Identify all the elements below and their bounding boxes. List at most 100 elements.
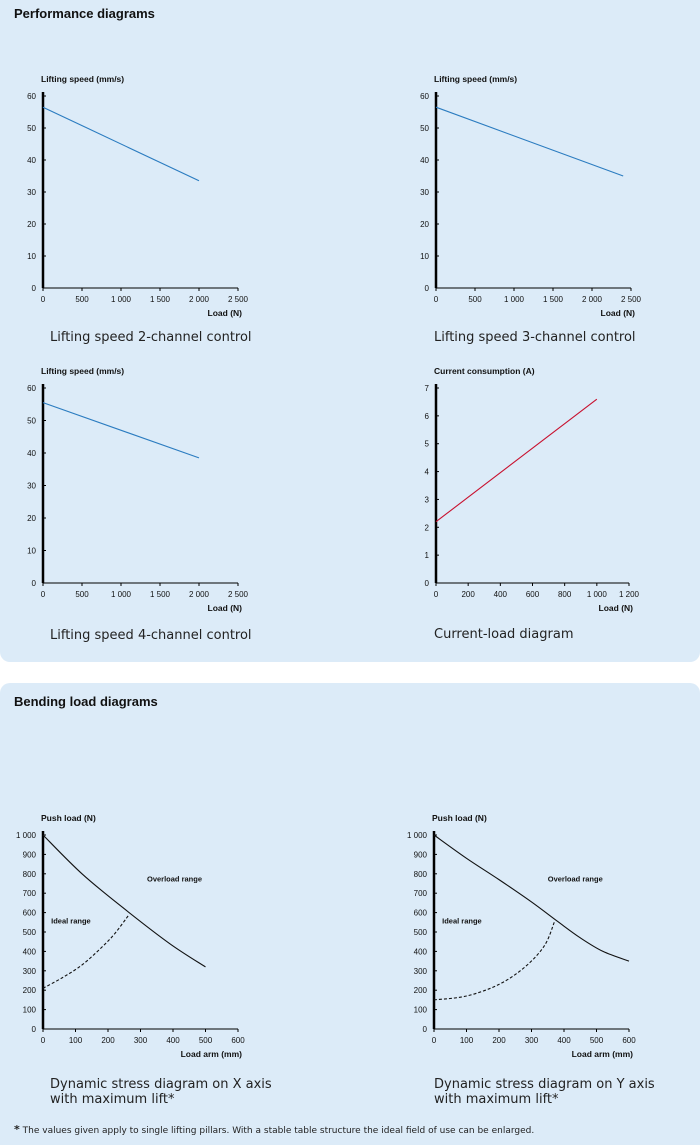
x-tick-label: 500 bbox=[75, 590, 89, 599]
caption-stress-x: Dynamic stress diagram on X axis with ma… bbox=[50, 1077, 272, 1107]
y-tick-label: 1 000 bbox=[407, 831, 428, 840]
x-tick-label: 1 500 bbox=[543, 295, 564, 304]
footnote-text: The values given apply to single lifting… bbox=[22, 1126, 535, 1136]
caption-speed-2ch: Lifting speed 2-channel control bbox=[50, 330, 252, 345]
y-tick-label: 100 bbox=[414, 1006, 428, 1015]
y-tick-label: 200 bbox=[414, 986, 428, 995]
bending-title: Bending load diagrams bbox=[14, 694, 158, 709]
x-axis-label: Load (N) bbox=[599, 603, 634, 613]
y-tick-label: 400 bbox=[23, 947, 37, 956]
y-axis-label: Lifting speed (mm/s) bbox=[41, 74, 124, 84]
y-tick-label: 200 bbox=[23, 986, 37, 995]
series-line bbox=[433, 834, 630, 962]
x-tick-label: 600 bbox=[526, 590, 540, 599]
y-tick-label: 400 bbox=[414, 947, 428, 956]
y-tick-label: 800 bbox=[414, 870, 428, 879]
y-tick-label: 1 bbox=[425, 551, 430, 560]
annotation-label: Overload range bbox=[548, 875, 603, 884]
x-tick-label: 500 bbox=[75, 295, 89, 304]
y-tick-label: 6 bbox=[425, 412, 430, 421]
x-tick-label: 0 bbox=[41, 295, 46, 304]
x-tick-label: 600 bbox=[231, 1036, 245, 1045]
x-tick-label: 2 500 bbox=[621, 295, 642, 304]
y-axis-label: Current consumption (A) bbox=[434, 366, 535, 376]
y-tick-label: 100 bbox=[23, 1006, 37, 1015]
y-tick-label: 300 bbox=[23, 967, 37, 976]
x-tick-label: 300 bbox=[134, 1036, 148, 1045]
x-tick-label: 500 bbox=[590, 1036, 604, 1045]
footnote: * The values given apply to single lifti… bbox=[14, 1123, 534, 1136]
y-tick-label: 50 bbox=[420, 124, 429, 133]
x-tick-label: 0 bbox=[432, 1036, 437, 1045]
y-tick-label: 0 bbox=[32, 579, 37, 588]
x-tick-label: 2 500 bbox=[228, 295, 249, 304]
y-tick-label: 40 bbox=[27, 156, 36, 165]
y-axis-label: Push load (N) bbox=[41, 813, 96, 823]
y-tick-label: 0 bbox=[32, 284, 37, 293]
x-tick-label: 100 bbox=[460, 1036, 474, 1045]
y-tick-label: 500 bbox=[23, 928, 37, 937]
x-tick-label: 2 000 bbox=[189, 295, 210, 304]
y-tick-label: 60 bbox=[27, 92, 36, 101]
y-tick-label: 30 bbox=[27, 482, 36, 491]
y-tick-label: 900 bbox=[414, 850, 428, 859]
x-axis-label: Load arm (mm) bbox=[181, 1049, 243, 1059]
annotation-label: Ideal range bbox=[51, 916, 91, 925]
y-tick-label: 10 bbox=[27, 547, 36, 556]
x-tick-label: 0 bbox=[41, 590, 46, 599]
series-line bbox=[435, 106, 624, 177]
x-tick-label: 2 500 bbox=[228, 590, 249, 599]
ideal-boundary-curve bbox=[42, 914, 130, 989]
y-tick-label: 5 bbox=[425, 440, 430, 449]
y-tick-label: 4 bbox=[425, 468, 430, 477]
x-tick-label: 1 000 bbox=[111, 590, 132, 599]
x-tick-label: 100 bbox=[69, 1036, 83, 1045]
series-line bbox=[42, 402, 200, 459]
x-tick-label: 500 bbox=[468, 295, 482, 304]
x-tick-label: 400 bbox=[494, 590, 508, 599]
y-axis-label: Lifting speed (mm/s) bbox=[434, 74, 517, 84]
y-tick-label: 30 bbox=[420, 188, 429, 197]
footnote-star: * bbox=[14, 1123, 20, 1136]
y-tick-label: 0 bbox=[425, 284, 430, 293]
y-axis-label: Push load (N) bbox=[432, 813, 487, 823]
x-tick-label: 0 bbox=[434, 295, 439, 304]
y-tick-label: 2 bbox=[425, 523, 430, 532]
y-tick-label: 700 bbox=[23, 889, 37, 898]
y-tick-label: 10 bbox=[27, 252, 36, 261]
x-tick-label: 800 bbox=[558, 590, 572, 599]
x-tick-label: 600 bbox=[622, 1036, 636, 1045]
x-tick-label: 400 bbox=[557, 1036, 571, 1045]
y-tick-label: 300 bbox=[414, 967, 428, 976]
caption-speed-3ch: Lifting speed 3-channel control bbox=[434, 330, 636, 345]
y-tick-label: 500 bbox=[414, 928, 428, 937]
y-tick-label: 20 bbox=[420, 220, 429, 229]
y-tick-label: 800 bbox=[23, 870, 37, 879]
x-tick-label: 1 500 bbox=[150, 295, 171, 304]
y-tick-label: 0 bbox=[423, 1025, 428, 1034]
y-tick-label: 20 bbox=[27, 514, 36, 523]
y-tick-label: 900 bbox=[23, 850, 37, 859]
series-line bbox=[42, 106, 200, 182]
y-tick-label: 50 bbox=[27, 417, 36, 426]
x-tick-label: 300 bbox=[525, 1036, 539, 1045]
x-axis-label: Load (N) bbox=[208, 308, 243, 318]
y-tick-label: 20 bbox=[27, 220, 36, 229]
bending-panel: Bending load diagrams bbox=[0, 683, 700, 1145]
performance-panel: Performance diagrams bbox=[0, 0, 700, 662]
y-tick-label: 50 bbox=[27, 124, 36, 133]
y-axis-label: Lifting speed (mm/s) bbox=[41, 366, 124, 376]
y-tick-label: 1 000 bbox=[16, 831, 37, 840]
y-tick-label: 30 bbox=[27, 188, 36, 197]
caption-stress-y: Dynamic stress diagram on Y axis with ma… bbox=[434, 1077, 655, 1107]
x-tick-label: 1 500 bbox=[150, 590, 171, 599]
x-tick-label: 1 000 bbox=[587, 590, 608, 599]
x-axis-label: Load arm (mm) bbox=[572, 1049, 634, 1059]
x-tick-label: 1 000 bbox=[111, 295, 132, 304]
performance-title: Performance diagrams bbox=[14, 6, 155, 21]
y-tick-label: 7 bbox=[425, 384, 430, 393]
